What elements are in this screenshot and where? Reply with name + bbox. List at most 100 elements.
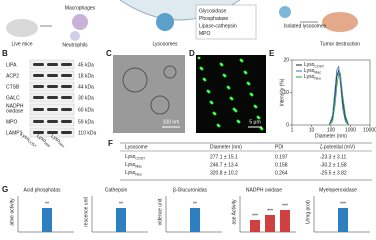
panel-label: D bbox=[189, 49, 195, 58]
subscript: Neu bbox=[314, 76, 320, 80]
subscript: Neu bbox=[135, 172, 141, 176]
sub-label: LysoMac bbox=[35, 133, 53, 148]
label: Glycosidase bbox=[199, 8, 226, 14]
significance: ** bbox=[45, 201, 49, 207]
base: Lyso bbox=[304, 62, 315, 68]
neutrophil-icon bbox=[70, 31, 80, 41]
table-header: ζ-potential (mV) bbox=[320, 144, 355, 150]
blot-label: ACP2 bbox=[6, 73, 19, 79]
label: MPO bbox=[199, 31, 211, 37]
l2: oxidase bbox=[6, 109, 23, 115]
kda-label: 18 kDa bbox=[78, 73, 94, 79]
y-tick-label: 10 bbox=[283, 90, 289, 96]
dot bbox=[236, 119, 240, 123]
dot bbox=[246, 81, 250, 85]
panel-label: G bbox=[2, 185, 8, 194]
subscript: Mac bbox=[44, 141, 52, 148]
base: Lyso bbox=[125, 154, 136, 160]
tem-image bbox=[113, 55, 185, 133]
label: Neutrophils bbox=[62, 42, 88, 48]
x-tick-label: 10 bbox=[309, 127, 315, 133]
band bbox=[33, 74, 44, 77]
dot bbox=[256, 115, 260, 119]
table-cell: 0.264 bbox=[275, 170, 288, 176]
axes bbox=[17, 196, 74, 233]
vesicle bbox=[150, 95, 170, 115]
band bbox=[33, 120, 44, 123]
band bbox=[61, 63, 72, 66]
axes bbox=[165, 196, 222, 233]
significance: ** bbox=[193, 201, 197, 207]
band bbox=[33, 108, 44, 111]
band bbox=[47, 85, 58, 88]
base: Lyso bbox=[19, 132, 31, 143]
subscript: COST bbox=[135, 156, 146, 160]
table-cell: 246.7 ± 13.4 bbox=[210, 162, 238, 168]
dot bbox=[199, 66, 203, 70]
dot bbox=[219, 62, 223, 66]
table-header: PDI bbox=[275, 144, 283, 150]
label: Lipase-cathepsin bbox=[199, 23, 237, 29]
band bbox=[47, 131, 58, 134]
band bbox=[33, 63, 44, 66]
significance: ** bbox=[119, 201, 123, 207]
dot bbox=[202, 77, 206, 81]
blot-label: LIPA bbox=[6, 62, 17, 68]
blot-label: NADPH oxidase bbox=[6, 104, 24, 115]
assay-title: Cathepsin bbox=[105, 187, 128, 193]
dot bbox=[226, 85, 230, 89]
scale-label: 5 μm bbox=[249, 119, 260, 125]
significance: *** bbox=[252, 213, 258, 219]
kda-label: 110 kDa bbox=[78, 130, 96, 136]
panel-label: F bbox=[108, 139, 113, 148]
band bbox=[33, 85, 44, 88]
x-tick-label: 10000 bbox=[363, 127, 376, 133]
base: Lyso bbox=[125, 170, 136, 176]
label: Lysosomes bbox=[152, 41, 178, 47]
bar bbox=[265, 215, 275, 232]
table-header: Lysosome bbox=[125, 144, 148, 150]
dot bbox=[216, 123, 220, 127]
kda-label: 59 kDa bbox=[78, 119, 94, 125]
fluorescence-image bbox=[196, 55, 266, 133]
dot bbox=[232, 107, 236, 111]
bar bbox=[190, 208, 200, 232]
assay-ylabel: ative activity bbox=[9, 198, 15, 226]
table-cell: -30.2 ± 1.58 bbox=[320, 162, 347, 168]
blot-label: GALC bbox=[6, 95, 20, 101]
mouse-icon bbox=[6, 19, 38, 37]
subscript: Mac bbox=[314, 70, 321, 74]
subscript: COST bbox=[314, 64, 325, 68]
axes bbox=[91, 196, 148, 233]
subscript: Mac bbox=[135, 164, 142, 168]
bar bbox=[280, 210, 290, 232]
dot bbox=[249, 92, 253, 96]
series-line bbox=[328, 65, 349, 126]
band bbox=[47, 74, 58, 77]
y-axis-label: Intensity (%) bbox=[279, 78, 285, 106]
sub-label: LysoMac bbox=[304, 68, 321, 74]
bar bbox=[116, 208, 126, 232]
tumor-icon bbox=[322, 12, 358, 32]
panel-label: E bbox=[269, 49, 275, 58]
dot bbox=[212, 111, 216, 115]
assay-title: Myeloperoxidase bbox=[319, 187, 357, 193]
kda-label: 30 kDa bbox=[78, 95, 94, 101]
l1: NADPH bbox=[6, 104, 24, 110]
band bbox=[61, 108, 72, 111]
dot bbox=[209, 100, 213, 104]
base: Lyso bbox=[125, 162, 136, 168]
dot bbox=[206, 89, 210, 93]
x-axis-label: Diameter (nm) bbox=[315, 133, 347, 139]
enzyme-box bbox=[195, 4, 257, 40]
assay-title: NADPH oxidase bbox=[246, 187, 282, 193]
band bbox=[61, 96, 72, 99]
assay-title: Acid phosphatas bbox=[24, 187, 61, 193]
table-cell: 320.8 ± 10.2 bbox=[210, 170, 238, 176]
y-tick-label: 20 bbox=[283, 57, 289, 63]
subscript: COST bbox=[27, 139, 38, 148]
y-tick-label: 0 bbox=[286, 122, 289, 128]
sub-label: LysoCOST bbox=[304, 62, 325, 68]
dot bbox=[229, 96, 233, 100]
